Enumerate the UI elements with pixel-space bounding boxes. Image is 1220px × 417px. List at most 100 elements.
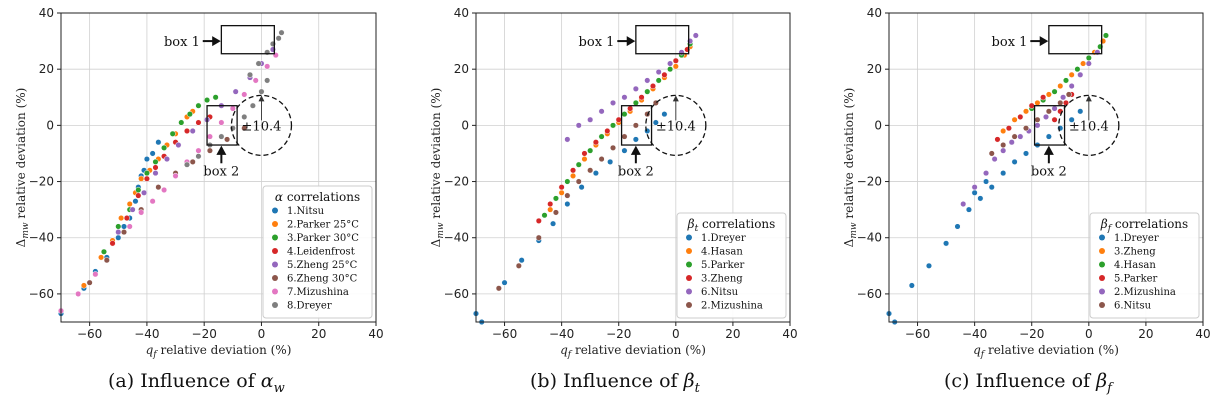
data-point	[627, 105, 634, 112]
legend-entry: 2.Mizushina	[701, 301, 763, 312]
data-point	[118, 215, 125, 222]
data-point	[1042, 113, 1050, 120]
data-point	[908, 282, 915, 289]
data-point	[1045, 91, 1052, 98]
legend-marker	[272, 261, 278, 268]
data-point	[977, 195, 984, 202]
data-point	[575, 161, 582, 168]
data-point	[541, 212, 548, 219]
x-tick-label: 0	[672, 327, 680, 341]
box-1-rect	[220, 24, 275, 55]
data-point	[126, 200, 133, 208]
y-tick-label: 0	[874, 118, 882, 132]
x-tick-label: 20	[1138, 327, 1153, 341]
data-point	[212, 94, 219, 101]
data-point	[632, 99, 639, 106]
legend-entry: 5.Parker	[701, 260, 745, 271]
data-point	[206, 147, 213, 154]
data-point	[1045, 108, 1052, 115]
legend-marker	[686, 302, 692, 308]
data-point	[667, 60, 674, 67]
legend-marker	[272, 248, 278, 254]
data-point	[143, 170, 150, 177]
legend-box	[262, 185, 373, 319]
y-axis-label: Δmw relative deviation (%)	[14, 88, 31, 248]
data-point	[278, 29, 285, 36]
data-point	[1057, 99, 1064, 106]
y-tick-label: −60	[29, 287, 54, 301]
legend-entry: 1.Nitsu	[287, 206, 325, 217]
data-point	[249, 102, 256, 109]
data-point	[1017, 133, 1024, 140]
data-point	[98, 254, 105, 261]
data-point	[564, 200, 571, 208]
data-point	[195, 102, 202, 109]
data-point	[592, 170, 599, 177]
data-point	[661, 71, 668, 78]
chart-panel-1: −60 −40 −20 0 20 40 −60 −40 −20 0 20 40 qf relative …	[429, 6, 798, 360]
data-point	[991, 156, 998, 163]
x-tick-label: 40	[1195, 327, 1210, 341]
data-point	[644, 127, 651, 135]
legend-entry: 5.Zheng 25°C	[287, 260, 358, 271]
data-point	[550, 220, 557, 227]
data-point	[587, 116, 594, 123]
data-point	[1051, 116, 1058, 123]
data-point	[1080, 60, 1087, 67]
data-point	[575, 122, 582, 129]
data-point	[1022, 150, 1030, 157]
legend-entry: 4.Hasan	[1114, 260, 1156, 271]
data-point	[172, 172, 179, 179]
caption-b: (b) Influence of βt	[530, 370, 700, 396]
legend-entry: 8.Dreyer	[287, 301, 332, 312]
data-point	[115, 234, 122, 241]
plot-frame	[888, 12, 1204, 323]
data-point	[178, 119, 185, 126]
data-point	[994, 136, 1001, 143]
radius-arrow-head	[672, 95, 679, 102]
data-point	[954, 223, 961, 230]
legend-marker	[272, 288, 278, 295]
data-point	[246, 71, 254, 78]
x-tick-label: −20	[606, 327, 631, 341]
data-point	[518, 257, 525, 264]
data-point	[275, 35, 282, 42]
data-point	[1068, 116, 1075, 123]
plot-frame	[60, 12, 377, 323]
data-point	[661, 111, 668, 118]
y-tick-label: −20	[857, 175, 882, 189]
x-tick-label: −40	[962, 327, 987, 341]
data-point	[1040, 94, 1047, 101]
legend-title: βf correlations	[1100, 217, 1188, 234]
data-point	[135, 186, 142, 194]
legend-marker	[272, 221, 278, 227]
data-point	[203, 97, 211, 104]
y-tick-label: 40	[867, 6, 882, 20]
data-point	[126, 223, 133, 230]
box-2-rect	[1033, 105, 1066, 146]
data-point	[558, 184, 565, 191]
data-point	[644, 88, 651, 95]
legend-marker	[272, 207, 278, 214]
data-point	[100, 248, 108, 255]
data-point	[575, 178, 582, 185]
data-point	[169, 130, 176, 137]
data-point	[547, 200, 554, 208]
data-point	[1074, 66, 1081, 73]
y-tick-label: −60	[857, 287, 882, 301]
data-point	[581, 156, 588, 163]
data-point	[195, 119, 202, 126]
legend-entry: 6.Zheng 30°C	[287, 274, 358, 285]
tolerance-label: ±10.4	[656, 119, 696, 134]
box-1-label: box 1	[164, 35, 200, 50]
data-point	[501, 279, 508, 286]
data-point	[621, 111, 628, 118]
y-tick-label: 40	[454, 6, 469, 20]
box-1-label: box 1	[992, 35, 1028, 50]
chart-panel-0: −60 −40 −20 0 20 40 −60 −40 −20 0 20 40 qf relative …	[14, 6, 384, 360]
y-tick-label: 0	[461, 118, 469, 132]
y-tick-label: −40	[857, 231, 882, 245]
data-point	[609, 144, 617, 151]
box-2-arrow-head	[216, 145, 227, 155]
data-point	[1102, 32, 1109, 39]
